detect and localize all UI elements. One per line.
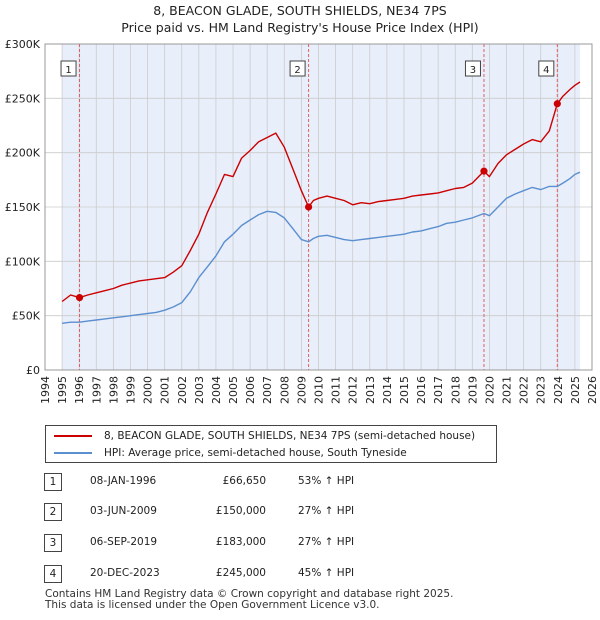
chart-legend: 8, BEACON GLADE, SOUTH SHIELDS, NE34 7PS… (45, 425, 497, 463)
chart-title-address: 8, BEACON GLADE, SOUTH SHIELDS, NE34 7PS (153, 3, 447, 18)
x-tick-label: 2013 (364, 376, 377, 404)
x-tick-label: 2007 (261, 376, 274, 404)
transaction-date: 03-JUN-2009 (90, 505, 157, 517)
x-tick-label: 2011 (330, 376, 343, 404)
sale-label-box (289, 60, 306, 77)
legend-swatch-hpi (54, 452, 92, 454)
sale-label-number: 1 (65, 65, 71, 76)
x-tick-label: 2021 (501, 376, 514, 404)
transaction-date: 06-SEP-2019 (90, 536, 158, 548)
transaction-date: 20-DEC-2023 (90, 567, 160, 579)
price-chart: 1 2 3 4 £0 £50K £100K £150K £200K £250K £300K 1994 1… (5, 38, 599, 404)
legend-label-hpi: HPI: Average price, semi-detached house,… (104, 447, 407, 459)
transaction-price: £183,000 (215, 536, 266, 548)
transaction-price: £245,000 (215, 567, 266, 579)
legend-item-hpi: HPI: Average price, semi-detached house,… (54, 445, 407, 461)
x-tick-label: 2022 (518, 376, 531, 404)
y-tick-label: £50K (12, 310, 41, 323)
y-tick-label: £0 (26, 364, 40, 377)
y-tick-label: £250K (5, 92, 41, 105)
legend-item-property: 8, BEACON GLADE, SOUTH SHIELDS, NE34 7PS… (54, 428, 475, 444)
chart-title-block: 8, BEACON GLADE, SOUTH SHIELDS, NE34 7PS… (0, 0, 600, 36)
x-tick-label: 2006 (244, 376, 257, 404)
x-tick-label: 2008 (278, 376, 291, 404)
transaction-date: 08-JAN-1996 (90, 475, 157, 487)
x-tick-label: 1997 (90, 376, 103, 404)
legend-swatch-property (54, 435, 92, 437)
transaction-hpi-change: 45% ↑ HPI (298, 567, 355, 579)
transaction-hpi-change: 27% ↑ HPI (298, 536, 355, 548)
sale-point (304, 203, 313, 211)
sale-label-number: 4 (543, 65, 549, 76)
x-tick-label: 2026 (586, 376, 599, 404)
y-tick-label: £150K (5, 201, 41, 214)
sale-label-box (464, 60, 481, 77)
footer-attribution: Contains HM Land Registry data © Crown c… (45, 589, 453, 611)
x-tick-label: 1994 (39, 376, 52, 404)
x-tick-label: 2010 (313, 376, 326, 404)
transaction-number: 3 (44, 534, 62, 552)
x-tick-label: 2018 (449, 376, 462, 404)
transaction-number: 1 (44, 473, 62, 491)
sale-point (553, 100, 561, 108)
x-tick-label: 2024 (552, 376, 565, 404)
x-tick-label: 2004 (210, 376, 223, 404)
transaction-hpi-change: 53% ↑ HPI (298, 475, 355, 487)
transaction-price: £66,650 (222, 475, 266, 487)
x-tick-label: 1995 (56, 376, 69, 404)
x-tick-label: 2025 (569, 376, 582, 404)
x-tick-label: 1999 (124, 376, 137, 404)
transaction-row: 3 06-SEP-2019 £183,000 27% ↑ HPI (44, 534, 444, 552)
x-tick-label: 2015 (398, 376, 411, 404)
sale-point (75, 293, 84, 302)
transaction-row: 1 08-JAN-1996 £66,650 53% ↑ HPI (44, 473, 444, 491)
x-tick-label: 2023 (535, 376, 548, 404)
footer-license: This data is licensed under the Open Gov… (45, 599, 380, 611)
y-tick-label: £300K (5, 38, 41, 51)
transaction-number: 4 (44, 565, 62, 583)
legend-label-property: 8, BEACON GLADE, SOUTH SHIELDS, NE34 7PS… (104, 430, 476, 442)
hpi-line (62, 171, 581, 324)
footer-copyright: Contains HM Land Registry data © Crown c… (45, 588, 454, 600)
sale-label-box (60, 60, 77, 77)
sale-label-number: 2 (294, 65, 300, 76)
x-tick-label: 2005 (227, 376, 240, 404)
x-tick-label: 2020 (483, 376, 496, 404)
transaction-number: 2 (44, 503, 62, 521)
x-tick-label: 1996 (73, 376, 86, 404)
x-tick-label: 2014 (381, 376, 394, 404)
sale-label-box (538, 60, 555, 77)
y-tick-label: £100K (5, 255, 41, 268)
x-tick-label: 1998 (107, 376, 120, 404)
transaction-row: 2 03-JUN-2009 £150,000 27% ↑ HPI (44, 503, 444, 521)
x-tick-label: 2019 (466, 376, 479, 404)
x-tick-label: 2012 (347, 376, 360, 404)
sale-label-number: 3 (470, 65, 476, 76)
y-tick-label: £200K (5, 147, 41, 160)
sale-point (480, 167, 488, 175)
chart-subtitle: Price paid vs. HM Land Registry's House … (121, 20, 479, 35)
transaction-hpi-change: 27% ↑ HPI (298, 505, 355, 517)
transaction-row: 4 20-DEC-2023 £245,000 45% ↑ HPI (44, 565, 444, 583)
property-price-line (61, 81, 581, 303)
transaction-price: £150,000 (215, 505, 266, 517)
x-tick-label: 2016 (415, 376, 428, 404)
x-tick-label: 2003 (193, 376, 206, 404)
x-tick-label: 2009 (295, 376, 308, 404)
x-tick-label: 2002 (176, 376, 189, 404)
x-tick-label: 2017 (432, 376, 445, 404)
x-tick-label: 2000 (142, 376, 155, 404)
x-tick-label: 2001 (159, 376, 172, 404)
plot-border (44, 43, 593, 371)
